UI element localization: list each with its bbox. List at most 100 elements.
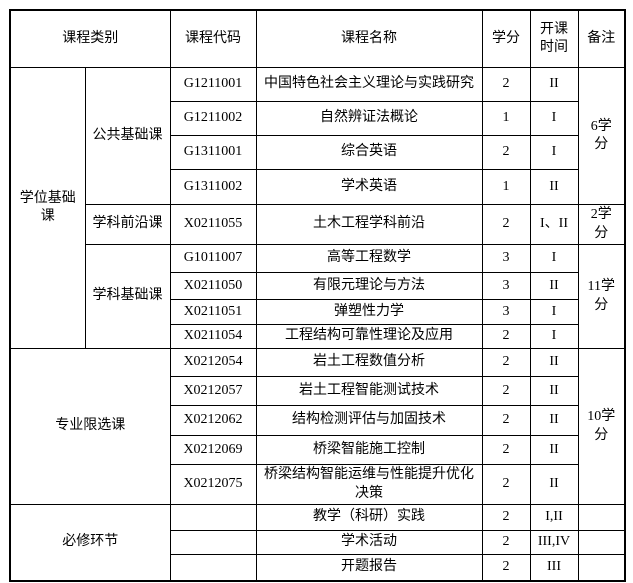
remark-cell-empty	[577, 530, 626, 555]
name-cell: 工程结构可靠性理论及应用	[255, 324, 483, 349]
table-row: X0211051 弹塑性力学 3 I	[10, 299, 625, 325]
semester-cell: II	[529, 376, 579, 406]
table-row: 学位基础 课 公共基础课 G1211001 中国特色社会主义理论与实践研究 2 …	[9, 67, 626, 349]
name-cell: 学术英语	[255, 169, 483, 205]
credits-cell: 3	[481, 272, 531, 300]
code-cell: X0212069	[169, 435, 257, 465]
name-cell: 学术活动	[255, 530, 483, 555]
curriculum-table: 课程类别 课程代码 课程名称 学分 开课 时间 备注 学位基础 课 公共基础课 …	[9, 9, 626, 582]
credits-cell: 2	[481, 405, 531, 436]
category-cell-major-elective: 专业限选课	[9, 348, 171, 505]
credits-cell: 2	[481, 324, 531, 349]
name-cell: 结构检测评估与加固技术	[255, 405, 483, 436]
code-cell-empty	[169, 504, 257, 531]
table-header-row: 课程类别 课程代码 课程名称 学分 开课 时间 备注	[9, 9, 626, 68]
semester-cell: II	[529, 348, 579, 377]
name-cell: 土木工程学科前沿	[255, 204, 483, 245]
name-cell: 弹塑性力学	[255, 299, 483, 325]
remark-cell-2credits: 2学 分	[577, 204, 626, 245]
code-cell: G1211001	[169, 67, 257, 102]
semester-cell: I	[529, 324, 579, 349]
semester-cell: III,IV	[529, 530, 579, 555]
semester-cell: I	[529, 135, 579, 170]
name-cell: 桥梁智能施工控制	[255, 435, 483, 465]
credits-cell: 2	[481, 348, 531, 377]
table-row: 学科基础课 G1011007 高等工程数学 3 I 11学 分	[10, 244, 626, 349]
name-cell: 综合英语	[255, 135, 483, 170]
credits-cell: 1	[481, 101, 531, 136]
semester-cell: II	[529, 169, 579, 205]
header-code: 课程代码	[169, 9, 257, 68]
subcategory-cell-subject-basic: 学科基础课	[84, 244, 171, 349]
table-row: X0212075 桥梁结构智能运维与性能提升优化 决策 2 II	[10, 464, 625, 505]
code-cell: X0212057	[169, 376, 257, 406]
code-cell: G1011007	[169, 244, 257, 273]
name-cell: 自然辨证法概论	[255, 101, 483, 136]
code-cell: X0211050	[169, 272, 257, 300]
remark-cell-empty	[577, 554, 626, 581]
code-cell-empty	[169, 554, 257, 581]
credits-cell: 2	[481, 504, 531, 531]
code-cell: G1311001	[169, 135, 257, 170]
credits-cell: 2	[481, 435, 531, 465]
category-cell-degree-basic: 学位基础 课	[9, 67, 86, 349]
code-cell: G1311002	[169, 169, 257, 205]
code-cell: X0211054	[169, 324, 257, 349]
subcategory-cell-frontier: 学科前沿课	[84, 204, 171, 245]
code-cell: X0212062	[169, 405, 257, 436]
name-cell: 岩土工程智能测试技术	[255, 376, 483, 406]
code-cell: G1211002	[169, 101, 257, 136]
name-cell: 桥梁结构智能运维与性能提升优化 决策	[255, 464, 483, 505]
semester-cell: II	[529, 67, 579, 102]
semester-cell: III	[529, 554, 579, 581]
credits-cell: 2	[481, 67, 531, 102]
table-row: 专业限选课 X0212054 岩土工程数值分析 2 II 10学 分	[9, 348, 626, 505]
semester-cell: I、II	[529, 204, 579, 245]
table-row: 必修环节 教学（科研）实践 2 I,II	[9, 504, 626, 581]
credits-cell: 3	[481, 244, 531, 273]
credits-cell: 2	[481, 554, 531, 581]
table-row: G1211002 自然辨证法概论 1 I	[10, 101, 625, 136]
header-credits: 学分	[481, 9, 531, 68]
code-cell: X0212075	[169, 464, 257, 505]
name-cell: 岩土工程数值分析	[255, 348, 483, 377]
credits-cell: 2	[481, 135, 531, 170]
table-row: 开题报告 2 III	[10, 554, 626, 581]
name-cell: 有限元理论与方法	[255, 272, 483, 300]
header-remark: 备注	[577, 9, 626, 68]
semester-cell: I	[529, 244, 579, 273]
name-cell: 教学（科研）实践	[255, 504, 483, 531]
header-category: 课程类别	[9, 9, 171, 68]
credits-cell: 2	[481, 204, 531, 245]
category-cell-required: 必修环节	[9, 504, 171, 581]
remark-cell-11credits: 11学 分	[577, 244, 626, 349]
subcategory-cell-public-basic: 公共基础课	[84, 67, 171, 205]
semester-cell: I	[529, 299, 579, 325]
semester-cell: II	[529, 464, 579, 505]
credits-cell: 2	[481, 376, 531, 406]
credits-cell: 2	[481, 464, 531, 505]
remark-cell-6credits: 6学 分	[577, 67, 626, 205]
table-row: X0212062 结构检测评估与加固技术 2 II	[10, 405, 625, 436]
table-row: X0211050 有限元理论与方法 3 II	[10, 272, 625, 300]
semester-cell: I	[529, 101, 579, 136]
semester-cell: II	[529, 405, 579, 436]
code-cell: X0211051	[169, 299, 257, 325]
semester-cell: II	[529, 435, 579, 465]
semester-cell: I,II	[529, 504, 579, 531]
name-cell: 开题报告	[255, 554, 483, 581]
code-cell: X0211055	[169, 204, 257, 245]
name-cell: 中国特色社会主义理论与实践研究	[255, 67, 483, 102]
header-semester: 开课 时间	[529, 9, 579, 68]
semester-cell: II	[529, 272, 579, 300]
name-cell: 高等工程数学	[255, 244, 483, 273]
table-row: 学术活动 2 III,IV	[10, 530, 626, 555]
credits-cell: 3	[481, 299, 531, 325]
header-name: 课程名称	[255, 9, 483, 68]
remark-cell-empty	[577, 504, 626, 531]
credits-cell: 2	[481, 530, 531, 555]
code-cell: X0212054	[169, 348, 257, 377]
table-row: 学科前沿课 X0211055 土木工程学科前沿 2 I、II 2学 分	[10, 204, 626, 245]
remark-cell-10credits: 10学 分	[577, 348, 626, 505]
